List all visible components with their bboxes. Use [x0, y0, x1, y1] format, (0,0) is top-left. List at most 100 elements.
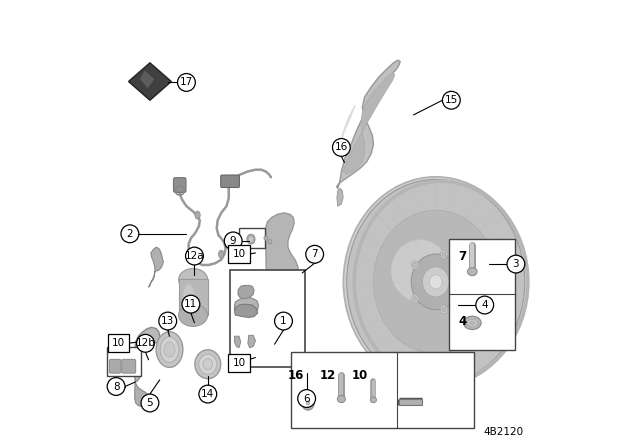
Polygon shape [248, 335, 255, 348]
Polygon shape [148, 247, 163, 287]
Text: 12b: 12b [136, 338, 156, 348]
Text: 4: 4 [481, 300, 488, 310]
Text: 14: 14 [201, 389, 214, 399]
Circle shape [177, 73, 195, 91]
Circle shape [136, 334, 154, 352]
Ellipse shape [247, 234, 255, 244]
FancyBboxPatch shape [173, 178, 186, 192]
Bar [291, 352, 474, 428]
Text: 10: 10 [232, 358, 246, 368]
Ellipse shape [164, 342, 175, 357]
Polygon shape [234, 304, 258, 318]
Ellipse shape [199, 354, 217, 374]
Circle shape [186, 247, 204, 265]
Text: 10: 10 [352, 369, 368, 382]
Ellipse shape [305, 399, 312, 407]
Ellipse shape [412, 261, 419, 269]
Circle shape [159, 312, 177, 330]
Ellipse shape [463, 316, 481, 330]
Ellipse shape [347, 180, 525, 384]
FancyBboxPatch shape [122, 359, 136, 373]
Ellipse shape [460, 280, 463, 284]
Polygon shape [140, 70, 154, 88]
Text: 9: 9 [230, 236, 237, 246]
Text: 7: 7 [458, 250, 467, 263]
Circle shape [476, 296, 493, 314]
Polygon shape [234, 336, 241, 348]
Ellipse shape [195, 211, 200, 219]
Bar [108, 334, 129, 352]
Circle shape [306, 246, 324, 263]
Ellipse shape [249, 236, 253, 242]
Ellipse shape [195, 350, 221, 379]
Polygon shape [238, 285, 254, 299]
Circle shape [442, 91, 460, 109]
Text: 10: 10 [232, 249, 246, 259]
Circle shape [275, 312, 292, 330]
Ellipse shape [429, 275, 442, 289]
Ellipse shape [413, 297, 417, 301]
Bar [228, 354, 250, 372]
Circle shape [141, 394, 159, 412]
Ellipse shape [183, 284, 194, 311]
Ellipse shape [470, 321, 474, 325]
Ellipse shape [160, 336, 179, 362]
Polygon shape [234, 297, 259, 315]
Circle shape [121, 225, 139, 243]
Text: 17: 17 [180, 78, 193, 87]
Polygon shape [135, 382, 153, 406]
Ellipse shape [179, 304, 207, 327]
Text: 2: 2 [127, 229, 133, 239]
Ellipse shape [264, 236, 268, 241]
Ellipse shape [442, 252, 445, 257]
Polygon shape [266, 213, 299, 292]
Text: 7: 7 [311, 249, 318, 259]
Text: 12: 12 [319, 369, 336, 382]
Text: 6: 6 [303, 393, 310, 404]
Ellipse shape [440, 250, 447, 258]
Ellipse shape [156, 332, 183, 367]
Ellipse shape [371, 397, 376, 403]
Ellipse shape [344, 177, 528, 387]
Ellipse shape [373, 210, 498, 353]
Polygon shape [337, 188, 343, 206]
Circle shape [224, 232, 242, 250]
Text: 15: 15 [445, 95, 458, 105]
Ellipse shape [301, 396, 314, 410]
Polygon shape [129, 63, 172, 100]
Polygon shape [343, 73, 395, 174]
Ellipse shape [413, 263, 417, 267]
Ellipse shape [422, 267, 449, 297]
Ellipse shape [306, 401, 310, 405]
Ellipse shape [440, 306, 447, 314]
Ellipse shape [337, 396, 346, 403]
Bar [230, 270, 305, 367]
Circle shape [199, 385, 217, 403]
Text: 16: 16 [335, 142, 348, 152]
Ellipse shape [412, 295, 419, 303]
Circle shape [507, 255, 525, 273]
FancyBboxPatch shape [221, 175, 239, 188]
Circle shape [332, 138, 350, 156]
Bar [449, 239, 515, 349]
Bar [239, 228, 265, 249]
Polygon shape [134, 327, 170, 382]
Text: 4B2120: 4B2120 [484, 427, 524, 437]
Ellipse shape [458, 278, 465, 286]
Ellipse shape [203, 359, 212, 370]
Text: 10: 10 [112, 338, 125, 348]
Bar [399, 399, 422, 405]
Text: 13: 13 [161, 316, 174, 326]
Polygon shape [340, 105, 356, 144]
Circle shape [298, 390, 316, 407]
Text: 16: 16 [287, 369, 304, 382]
Polygon shape [337, 60, 400, 188]
Circle shape [182, 295, 200, 313]
Circle shape [107, 378, 125, 396]
Text: 1: 1 [280, 316, 287, 326]
Text: 4: 4 [458, 315, 467, 328]
Ellipse shape [391, 240, 449, 302]
Ellipse shape [467, 319, 477, 327]
Text: 3: 3 [513, 259, 519, 269]
Text: 8: 8 [113, 382, 120, 392]
